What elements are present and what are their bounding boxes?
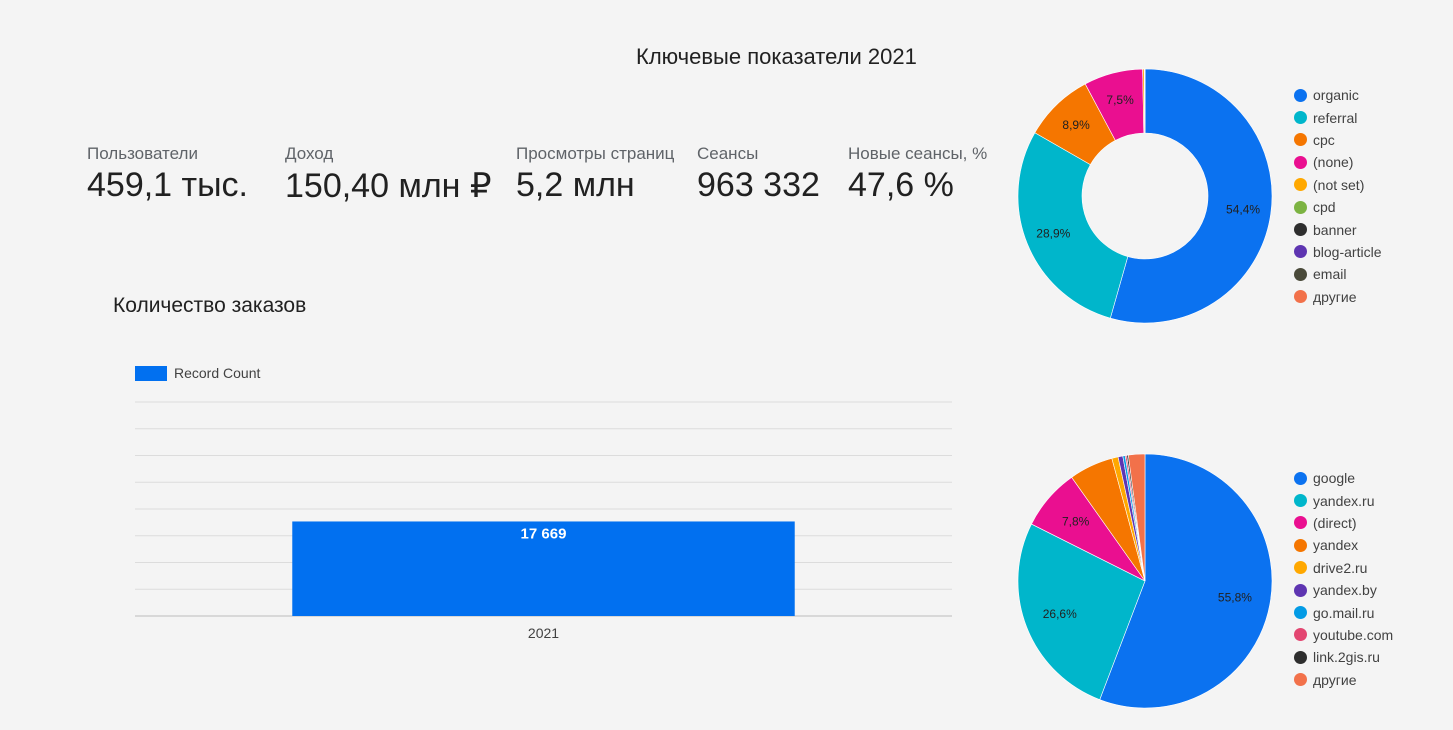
legend-label: google (1313, 470, 1356, 487)
kpi-users: Пользователи 459,1 тыс. (87, 144, 248, 205)
donut-slice-referral (1017, 132, 1129, 319)
legend-swatch-record-count (135, 365, 167, 381)
bar-2021 (292, 521, 795, 616)
legend-dot (1294, 111, 1307, 125)
donut-slice-organic (1109, 68, 1273, 324)
legend-label: blog-article (1313, 243, 1382, 260)
donut-slice-label: 7,5% (1106, 93, 1134, 107)
donut-legend-item[interactable]: (not set) (1294, 174, 1381, 196)
page-title: Ключевые показатели 2021 (636, 44, 917, 69)
pie-slice-другие (1127, 453, 1146, 582)
legend-label: organic (1313, 87, 1359, 104)
legend-label: cpc (1313, 131, 1335, 148)
legend-label: cpd (1313, 199, 1336, 216)
legend-dot (1294, 155, 1307, 169)
legend-dot (1294, 267, 1307, 281)
legend-label: yandex.by (1313, 582, 1377, 599)
kpi-revenue: Доход 150,40 млн ₽ (285, 144, 492, 206)
bar-legend[interactable]: Record Count (135, 365, 260, 381)
kpi-revenue-label: Доход (285, 144, 334, 163)
pie-legend-item[interactable]: drive2.ru (1294, 557, 1393, 579)
kpi-users-value: 459,1 тыс. (87, 166, 248, 204)
kpi-pageviews: Просмотры страниц 5,2 млн (516, 144, 674, 205)
legend-label: banner (1313, 221, 1357, 238)
legend-label: (not set) (1313, 176, 1365, 193)
donut-slice-label: 8,9% (1062, 118, 1090, 132)
donut-legend-item[interactable]: cpc (1294, 129, 1381, 151)
legend-dot (1294, 223, 1307, 237)
legend-dot (1294, 516, 1307, 530)
legend-label: yandex.ru (1313, 492, 1375, 509)
x-tick-label: 2021 (528, 625, 559, 641)
kpi-pageviews-label: Просмотры страниц (516, 144, 675, 163)
donut-legend-item[interactable]: cpd (1294, 196, 1381, 218)
donut-legend-item[interactable]: organic (1294, 84, 1381, 106)
kpi-sessions-label: Сеансы (697, 144, 759, 163)
legend-label: youtube.com (1313, 626, 1394, 643)
pie-legend-item[interactable]: yandex.ru (1294, 489, 1393, 511)
kpi-pageviews-value: 5,2 млн (516, 166, 635, 204)
pie-legend-item[interactable]: yandex (1294, 534, 1393, 556)
legend-dot (1294, 628, 1307, 642)
pie-legend-item[interactable]: yandex.by (1294, 579, 1393, 601)
donut-slice-label: 54,4% (1226, 203, 1260, 217)
legend-label: email (1313, 266, 1347, 283)
kpi-revenue-value: 150,40 млн ₽ (285, 167, 492, 205)
legend-label: другие (1313, 288, 1357, 305)
donut-legend-item[interactable]: email (1294, 263, 1381, 285)
legend-label: referral (1313, 109, 1358, 126)
pie-legend-item[interactable]: link.2gis.ru (1294, 646, 1393, 668)
legend-label: другие (1313, 671, 1357, 688)
pie-slice-label: 26,6% (1043, 607, 1077, 621)
pie-legend-item[interactable]: (direct) (1294, 512, 1393, 534)
legend-dot (1294, 673, 1307, 687)
donut-legend-item[interactable]: banner (1294, 218, 1381, 240)
legend-label: go.mail.ru (1313, 604, 1375, 621)
legend-dot (1294, 471, 1307, 485)
legend-dot (1294, 606, 1307, 620)
legend-label: link.2gis.ru (1313, 649, 1380, 666)
donut-legend-item[interactable]: referral (1294, 106, 1381, 128)
kpi-sessions: Сеансы 963 332 (697, 144, 820, 205)
donut-legend[interactable]: organic referral cpc (none) (not set) cpd bann… (1294, 84, 1381, 308)
pie-slice-label: 7,8% (1062, 514, 1090, 528)
legend-dot (1294, 245, 1307, 259)
legend-dot (1294, 650, 1307, 664)
donut-legend-item[interactable]: другие (1294, 286, 1381, 308)
legend-label-record-count: Record Count (174, 365, 261, 381)
legend-label: (none) (1313, 154, 1354, 171)
donut-legend-item[interactable]: (none) (1294, 151, 1381, 173)
kpi-new-sessions: Новые сеансы, % 47,6 % (848, 144, 987, 205)
kpi-new-sessions-label: Новые сеансы, % (848, 144, 988, 163)
legend-dot (1294, 494, 1307, 508)
legend-label: (direct) (1313, 514, 1357, 531)
pie-legend-item[interactable]: другие (1294, 669, 1393, 691)
legend-dot (1294, 178, 1307, 192)
kpi-sessions-value: 963 332 (697, 166, 820, 204)
donut-legend-item[interactable]: blog-article (1294, 241, 1381, 263)
pie-legend-item[interactable]: google (1294, 467, 1393, 489)
pie-legend[interactable]: google yandex.ru (direct) yandex drive2.ru ya… (1294, 467, 1393, 691)
legend-dot (1294, 561, 1307, 575)
legend-label: drive2.ru (1313, 559, 1368, 576)
pie-slice-label: 55,8% (1218, 591, 1252, 605)
legend-dot (1294, 290, 1307, 304)
kpi-users-label: Пользователи (87, 144, 198, 163)
donut-slice-label: 28,9% (1036, 226, 1070, 240)
legend-label: yandex (1313, 537, 1359, 554)
kpi-new-sessions-value: 47,6 % (848, 166, 954, 204)
legend-dot (1294, 200, 1307, 214)
pie-legend-item[interactable]: go.mail.ru (1294, 601, 1393, 623)
pie-slice-google (1099, 453, 1273, 709)
orders-chart-title: Количество заказов (113, 294, 307, 317)
pie-legend-item[interactable]: youtube.com (1294, 624, 1393, 646)
legend-dot (1294, 583, 1307, 597)
legend-dot (1294, 538, 1307, 552)
legend-dot (1294, 133, 1307, 147)
pie-slice-yandex-ru (1017, 523, 1146, 701)
legend-dot (1294, 88, 1307, 102)
bar-value-label: 17 669 (521, 525, 567, 542)
